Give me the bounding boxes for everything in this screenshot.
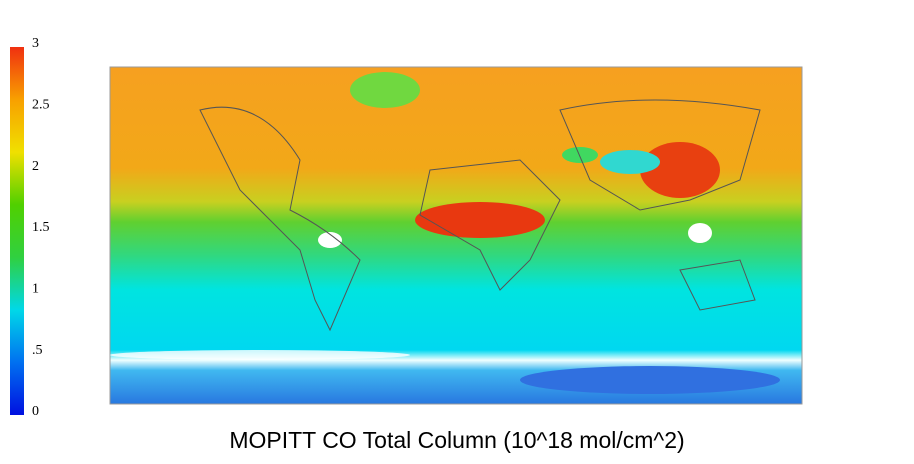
central-asia	[562, 147, 598, 163]
indonesia-gap	[688, 223, 712, 243]
colorbar	[10, 47, 24, 415]
colorbar-tick-label: 2	[32, 159, 39, 174]
coastlines	[199, 99, 761, 332]
colorbar-tick-label: .5	[32, 343, 43, 358]
colorbar-tick-label: 1	[32, 282, 39, 297]
greenland	[350, 72, 420, 108]
southern-gap	[110, 350, 410, 360]
africa-plume	[415, 202, 545, 238]
colorbar-tick-label: 2.5	[32, 98, 50, 113]
title: MOPITT CO Total Column (10^18 mol/cm^2)	[229, 427, 684, 453]
tibet	[600, 150, 660, 174]
map	[109, 66, 803, 405]
colorbar-tick-label: 0	[32, 404, 39, 419]
amazon-gap	[318, 232, 342, 248]
colorbar-tick-label: 3	[32, 36, 39, 51]
china-plume	[640, 142, 720, 198]
antarctica	[520, 366, 780, 394]
colorbar-tick-label: 1.5	[32, 220, 50, 235]
